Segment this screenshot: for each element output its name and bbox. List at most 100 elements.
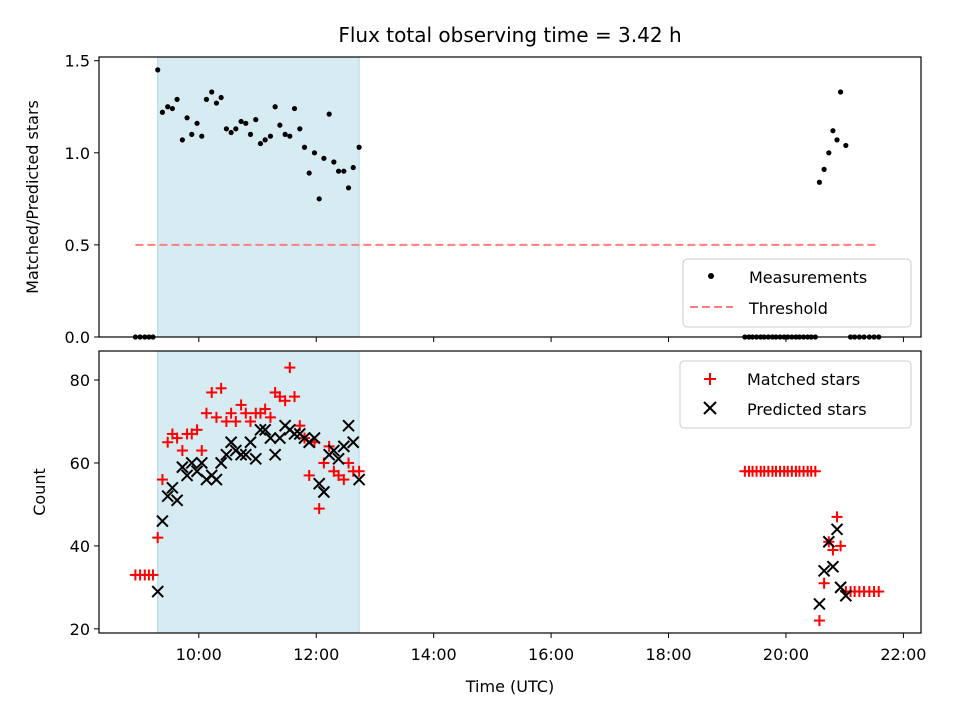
matched-point	[200, 407, 212, 419]
predicted-point-b	[170, 494, 184, 507]
predicted-point-b	[210, 473, 223, 486]
y-tick-label: 40	[70, 537, 90, 556]
measurement-point	[228, 129, 234, 136]
predicted-point	[273, 431, 287, 445]
predicted-point-b	[327, 444, 341, 457]
count-x-ticks: 10:00 12:00 14:00 16:00 18:00 20:00 22:00	[176, 633, 926, 664]
measurement-point	[272, 104, 278, 110]
predicted-point-b	[264, 431, 277, 445]
measurement-point	[816, 179, 823, 185]
predicted-point	[176, 460, 189, 474]
ratio-plot-area	[132, 67, 882, 340]
measurement-point	[213, 100, 220, 106]
predicted-point	[332, 452, 345, 466]
predicted-point-b	[268, 448, 282, 461]
predicted-point	[312, 477, 326, 490]
predicted-point-b	[830, 523, 844, 536]
matched-point	[873, 586, 885, 598]
legend-matched-symbol	[704, 373, 716, 385]
predicted-point-b	[332, 452, 345, 466]
measurement-point	[350, 164, 356, 171]
measurement-point	[159, 109, 166, 115]
legend-predicted-symbol	[703, 401, 717, 415]
predicted-point-b	[337, 440, 351, 453]
predicted-point	[161, 489, 174, 503]
matched-point	[264, 411, 276, 423]
measurement-point	[321, 155, 327, 161]
predicted-point	[826, 560, 840, 573]
predicted-point	[170, 494, 184, 507]
count-y-axis-label: Count	[30, 468, 49, 516]
predicted-point-b	[195, 456, 208, 470]
ratio-x-ticks	[198, 337, 904, 342]
predicted-point	[234, 448, 248, 461]
measurement-point	[257, 140, 264, 147]
count-plot-area	[129, 362, 885, 627]
predicted-point-b	[839, 589, 853, 602]
measurement-point	[311, 150, 318, 156]
matched-point	[176, 445, 188, 457]
predicted-point-b	[239, 448, 252, 461]
matched-point	[259, 403, 271, 415]
y-tick-label: 0.0	[65, 328, 90, 347]
matched-point	[240, 407, 252, 419]
predicted-point	[151, 585, 164, 598]
matched-point	[220, 416, 232, 427]
matched-point	[338, 474, 350, 486]
measurement-point	[356, 144, 362, 150]
measurement-point	[184, 115, 190, 121]
measurement-point	[306, 170, 312, 176]
y-tick-label: 1.0	[65, 144, 90, 163]
matched-point	[809, 465, 821, 477]
matched-point	[813, 615, 825, 627]
predicted-point	[249, 452, 262, 466]
predicted-point	[214, 456, 228, 470]
x-axis-label: Time (UTC)	[465, 677, 554, 696]
y-tick-label: 1.5	[65, 52, 90, 71]
measurement-point	[174, 96, 180, 102]
measurement-point	[233, 126, 239, 132]
x-tick-label: 14:00	[411, 645, 457, 664]
measurement-point	[277, 122, 283, 128]
predicted-point	[185, 456, 198, 470]
predicted-point	[834, 581, 847, 594]
predicted-point	[347, 436, 360, 449]
matched-point	[235, 399, 247, 411]
measurement-point	[203, 96, 210, 102]
measurement-point	[209, 89, 215, 95]
x-tick-label: 18:00	[645, 645, 691, 664]
matched-point	[279, 395, 291, 407]
matched-point	[171, 432, 183, 444]
predicted-point	[210, 473, 223, 486]
measurement-point	[291, 105, 298, 112]
predicted-point-b	[180, 469, 194, 482]
predicted-point-b	[224, 436, 238, 449]
measurement-point	[169, 105, 175, 112]
y-tick-label: 60	[70, 454, 90, 473]
measurement-point	[165, 104, 171, 110]
predicted-point-b	[244, 436, 257, 449]
matched-point	[303, 469, 315, 481]
predicted-point	[817, 564, 831, 578]
predicted-point	[264, 431, 277, 445]
count-axes-frame	[98, 350, 922, 634]
figure-title: Flux total observing time = 3.42 h	[338, 23, 681, 47]
count-y-ticks: 20 40 60 80	[70, 371, 99, 639]
matched-point	[284, 362, 296, 374]
matched-point	[230, 416, 242, 427]
predicted-point	[239, 448, 252, 461]
predicted-point-b	[220, 448, 233, 461]
measurement-point	[282, 131, 288, 137]
matched-point	[244, 416, 256, 427]
predicted-point-b	[822, 535, 836, 548]
predicted-point-b	[166, 481, 179, 495]
measurement-point	[179, 137, 185, 143]
x-tick-label: 10:00	[176, 645, 222, 664]
predicted-point-b	[254, 423, 267, 437]
measurement-point	[267, 133, 274, 139]
legend-measurements-symbol	[708, 273, 714, 279]
predicted-point	[244, 436, 257, 449]
count-panel: 20 40 60 80 10:00 12:00 14:00 16:00 18:00 20:00 2…	[30, 350, 926, 696]
measurement-point	[834, 137, 840, 143]
